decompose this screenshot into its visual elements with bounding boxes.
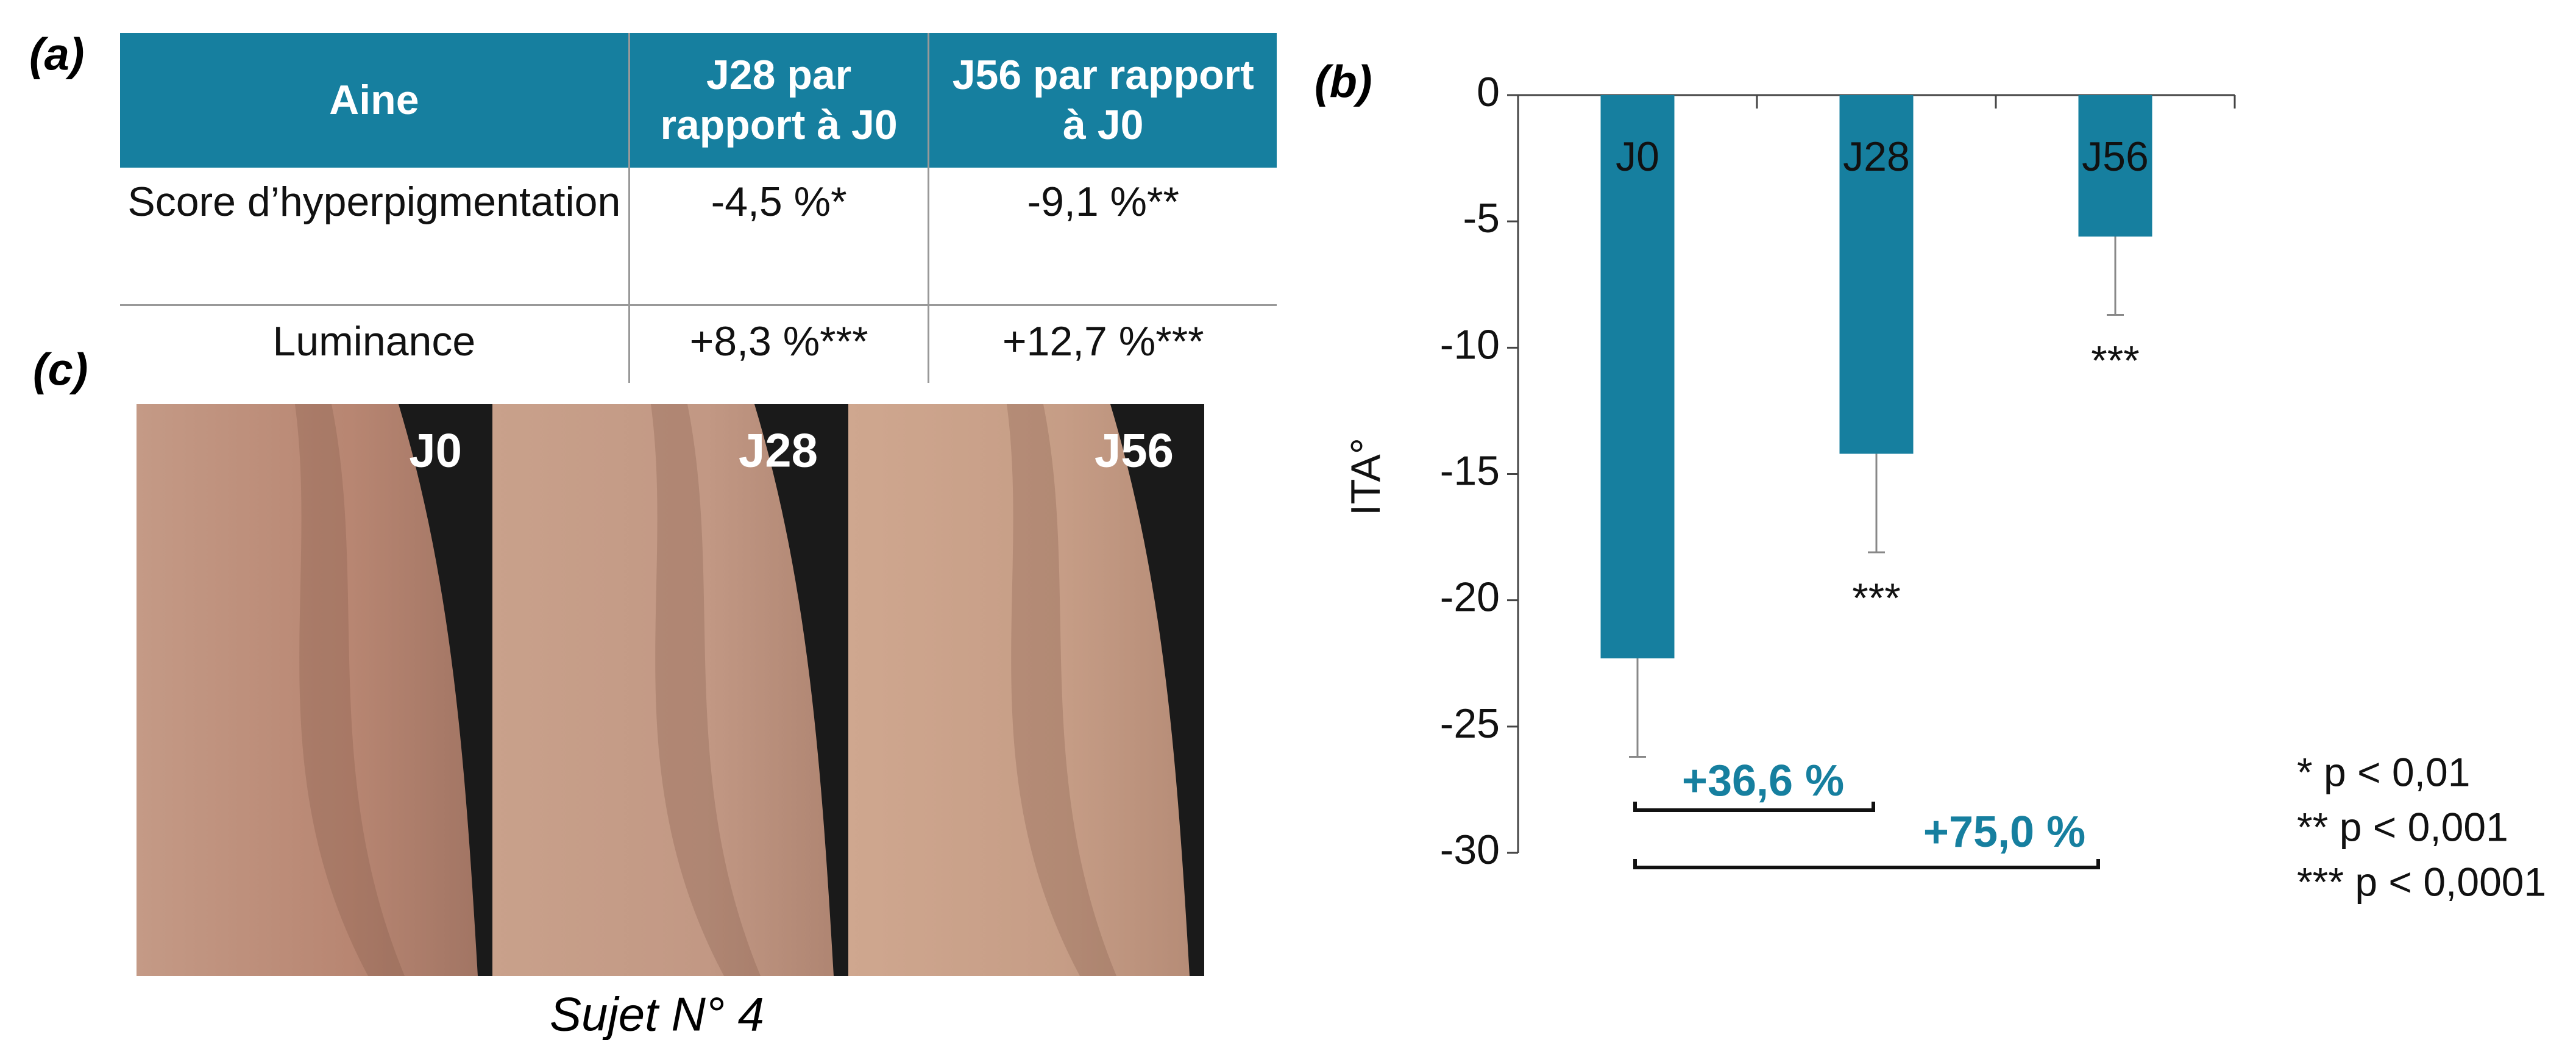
photo-caption: Sujet N° 4 <box>550 988 764 1040</box>
annotation: +75,0 % <box>1923 808 2085 857</box>
photo-garment <box>754 404 848 976</box>
table-cell: -4,5 %* <box>628 168 929 306</box>
results-table: Aine J28 par rapport à J0 J56 par rapport … <box>120 33 1277 383</box>
panel-label: (c) <box>33 344 88 395</box>
table-cell: +12,7 %*** <box>928 305 1277 383</box>
legend-entry: *** p < 0,0001 <box>2297 859 2546 904</box>
y-tick-label: -30 <box>1440 827 1500 873</box>
y-tick-label: -25 <box>1440 700 1500 747</box>
header-row: Aine J28 par rapport à J0 J56 par rapport … <box>120 33 1277 168</box>
header-cell: J28 par rapport à J0 <box>628 33 929 168</box>
table-cell: +8,3 %*** <box>628 305 929 383</box>
legend-entry: ** p < 0,001 <box>2297 804 2508 849</box>
annotation: +36,6 % <box>1682 757 1844 805</box>
table-cell: -9,1 %** <box>928 168 1277 306</box>
bar <box>1839 95 1914 454</box>
legend-entry: * p < 0,01 <box>2297 749 2470 794</box>
y-axis-label: ITA° <box>1343 438 1389 516</box>
table-row: Luminance +8,3 %*** +12,7 %*** <box>120 305 1277 383</box>
y-tick-label: 0 <box>1477 69 1500 115</box>
table-row: Score d’hyperpigmentation -4,5 %* -9,1 %** <box>120 168 1277 306</box>
category-label: J28 <box>1843 134 1910 180</box>
photo-label: J28 <box>739 424 818 477</box>
y-tick-label: -10 <box>1440 321 1500 368</box>
photo-strip: J0 J28 J56 <box>137 404 1204 976</box>
photo-shadow <box>1007 404 1116 976</box>
panel-label: (b) <box>1315 57 1372 107</box>
bar-chart: 0 -5 -10 -15 -20 -25 -30 ITA° J0 J28 *** J56 *** +36,… <box>1343 69 2546 904</box>
category-label: J0 <box>1616 134 1659 180</box>
bar <box>1600 95 1675 658</box>
table-cell: Score d’hyperpigmentation <box>120 168 630 306</box>
header-cell: Aine <box>120 33 630 168</box>
y-tick-label: -20 <box>1440 574 1500 621</box>
table-cell: Luminance <box>272 318 476 365</box>
y-tick-label: -15 <box>1440 447 1500 494</box>
panel-label: (a) <box>29 29 84 80</box>
photo-garment <box>1110 404 1204 976</box>
bracket <box>1633 802 1875 812</box>
significance-label: *** <box>2091 337 2139 383</box>
bracket <box>1633 859 2100 869</box>
photo-shadow <box>295 404 405 976</box>
y-tick-label: -5 <box>1463 195 1500 241</box>
photo-label: J0 <box>409 424 462 477</box>
photo-label: J56 <box>1095 424 1174 477</box>
photo-garment <box>399 404 492 976</box>
significance-label: *** <box>1852 575 1900 621</box>
category-label: J56 <box>2082 134 2149 180</box>
bar <box>2078 95 2152 237</box>
photo-shadow <box>651 404 761 976</box>
header-cell: J56 par rapport à J0 <box>928 33 1277 168</box>
